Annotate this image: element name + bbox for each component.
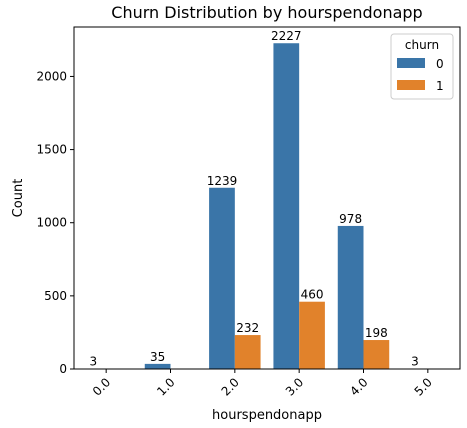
x-tick-label: 1.0: [154, 375, 177, 398]
bar-series-0-1.0: [144, 363, 171, 369]
data-label-series-0-2.0: 1239: [207, 174, 238, 188]
y-tick-label: 1500: [36, 143, 67, 157]
bar-series-1-3.0: [299, 301, 325, 369]
bar-series-0-4.0: [337, 225, 364, 369]
x-tick-label: 0.0: [90, 375, 113, 398]
x-tick-label: 4.0: [347, 375, 370, 398]
x-tick-label: 5.0: [412, 375, 435, 398]
x-tick-label: 2.0: [219, 375, 242, 398]
x-axis-label: hourspendonapp: [212, 408, 322, 423]
legend-title: churn: [405, 38, 439, 52]
chart-title: Churn Distribution by hourspendonapp: [111, 3, 422, 22]
legend-swatch-0: [397, 58, 425, 68]
legend-swatch-1: [397, 80, 425, 90]
y-tick-label: 0: [59, 362, 67, 376]
data-label-series-0-0.0: 3: [89, 355, 97, 369]
data-label-series-1-3.0: 460: [301, 288, 324, 302]
legend-label-0: 0: [436, 57, 444, 71]
bar-series-1-2.0: [234, 335, 261, 369]
y-tick-label: 1000: [36, 216, 67, 230]
data-label-series-0-5.0: 3: [411, 355, 419, 369]
y-tick-label: 2000: [36, 69, 67, 83]
data-label-series-0-3.0: 2227: [271, 29, 302, 43]
y-axis-label: Count: [11, 179, 26, 218]
legend-label-1: 1: [436, 79, 444, 93]
x-tick-label: 3.0: [283, 375, 306, 398]
plot-frame: [73, 26, 461, 370]
legend: churn 0 1: [390, 33, 454, 100]
bar-series-0-2.0: [209, 187, 235, 369]
y-axis: 0 500 1000 1500 2000: [36, 69, 74, 376]
data-label-series-1-2.0: 232: [236, 321, 259, 335]
bar-series-1-4.0: [363, 340, 390, 369]
data-label-series-0-1.0: 35: [150, 350, 165, 364]
data-label-series-1-4.0: 198: [365, 326, 388, 340]
y-tick-label: 500: [44, 289, 67, 303]
data-label-series-0-4.0: 978: [339, 212, 362, 226]
bar-series-0-3.0: [273, 43, 300, 370]
x-axis: 0.0 1.0 2.0 3.0 4.0 5.0: [90, 369, 435, 399]
bars-group: [80, 43, 428, 370]
data-labels-group: 3 35 1239 2227 978 3 232 460 198: [89, 29, 418, 368]
